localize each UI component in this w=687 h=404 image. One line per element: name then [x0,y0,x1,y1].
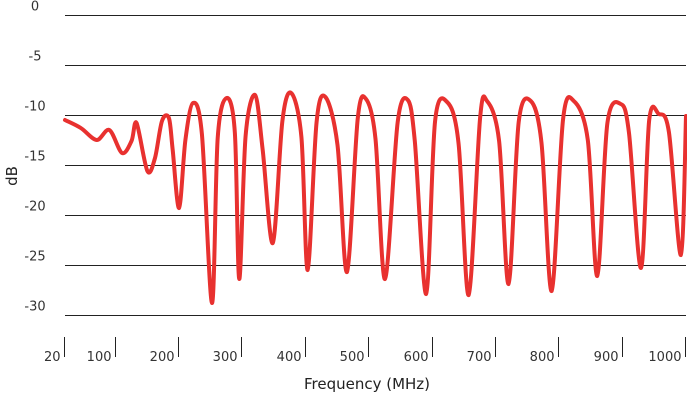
series-line-0 [63,90,687,306]
x-axis-title: Frequency (MHz) [304,375,430,393]
y-axis: 0 -5 -10 -15 -20 -25 -30 [24,0,45,315]
y-tick-label: -30 [24,300,45,315]
x-tick-label: 600 [404,350,429,365]
x-tick-label: 700 [467,350,492,365]
x-tick-label: 20 [44,350,61,365]
y-tick-label: -5 [29,50,42,65]
y-tick-label: -10 [24,100,45,115]
x-tick-label: 300 [213,350,238,365]
y-tick-label: -25 [24,250,45,265]
x-tick-label: 500 [340,350,365,365]
y-tick-label: 0 [31,0,39,15]
x-tick-label: 900 [594,350,619,365]
series-group [63,90,687,306]
y-axis-title: dB [3,166,21,186]
x-tick-label: 400 [277,350,302,365]
x-axis: 20 100 200 300 400 500 600 700 800 900 1000 [44,337,686,365]
y-tick-label: -20 [24,200,45,215]
x-tick-label: 200 [150,350,175,365]
x-tick-label: 800 [530,350,555,365]
y-tick-label: -15 [24,150,45,165]
x-tick-label: 100 [87,350,112,365]
x-tick-label: 1000 [648,350,681,365]
